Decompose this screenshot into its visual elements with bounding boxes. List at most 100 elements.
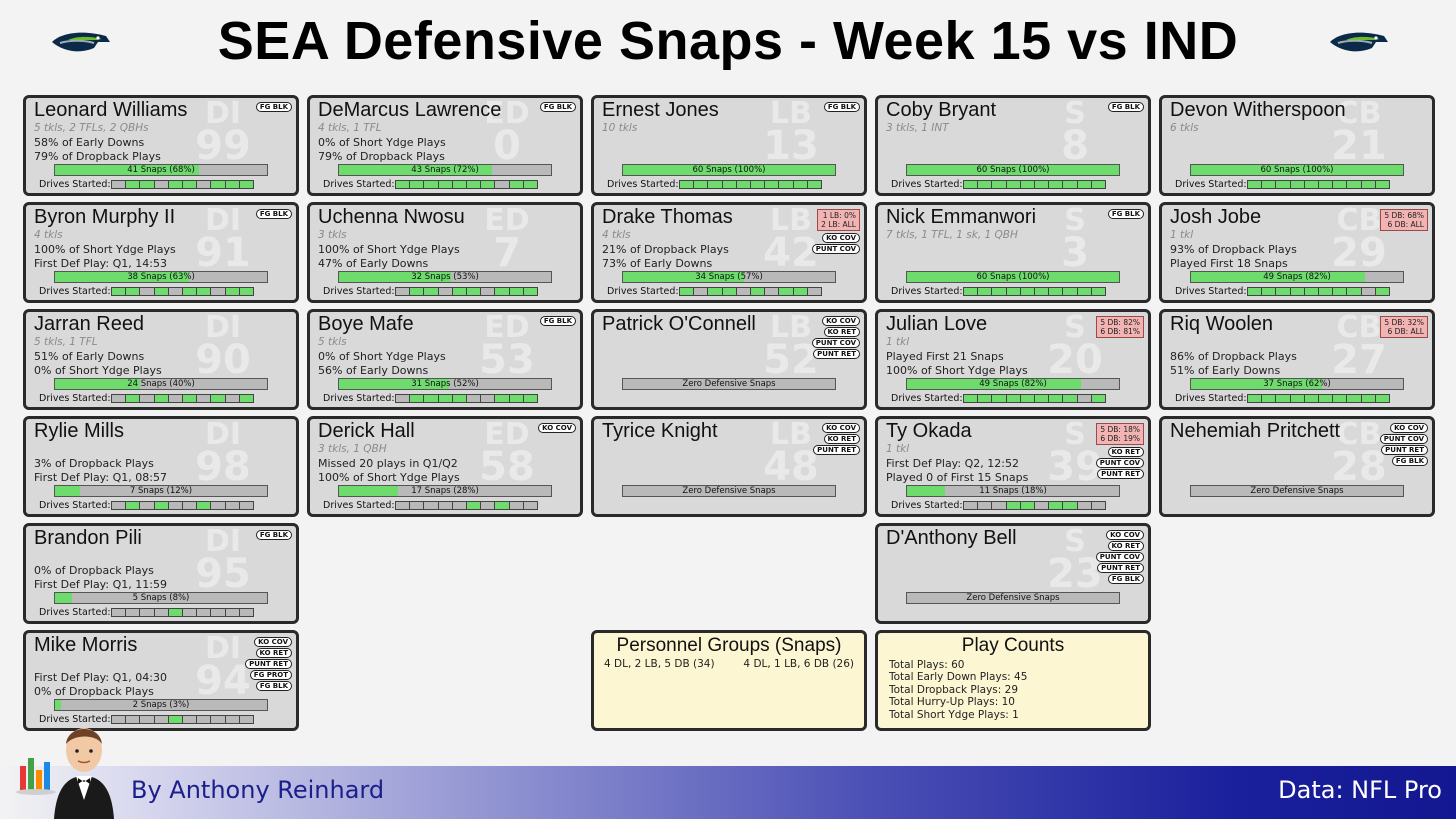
drive-segment [112, 716, 127, 723]
snap-count-label: 38 Snaps (63%) [127, 272, 195, 282]
drive-segment [211, 502, 226, 509]
drive-segment [793, 181, 808, 188]
jersey-number-watermark: 20 [1047, 336, 1103, 383]
snap-count-label: 2 Snaps (3%) [132, 700, 190, 710]
drive-segment [694, 181, 709, 188]
personnel-share-line: 2 LB: ALL [821, 220, 856, 229]
drive-segment [1347, 181, 1362, 188]
player-card: S 39 Ty Okada 1 tkl First Def Play: Q2, 12:5… [875, 416, 1151, 517]
position-watermark: CB [1336, 96, 1382, 131]
drive-segment [140, 395, 155, 402]
drives-started-label: Drives Started: [891, 393, 963, 404]
special-teams-tag: PUNT RET [1097, 469, 1144, 479]
personnel-share-line: 5 DB: 82% [1100, 318, 1140, 327]
player-card: S 8 Coby Bryant 3 tkls, 1 INT 60 Snaps (100%… [875, 95, 1151, 196]
drive-segment [992, 395, 1007, 402]
snap-share-bar: 34 Snaps (57%) [622, 271, 836, 283]
drive-segment [1262, 288, 1277, 295]
drive-segment [410, 395, 425, 402]
role-badges: 5 DB: 18% 6 DB: 19% KO RET PUNT COV PUNT RET [1090, 423, 1144, 480]
player-note: 0% of Dropback Plays [34, 685, 154, 698]
role-badges: FG BLK [1090, 102, 1144, 113]
drives-started-strip [395, 501, 538, 510]
snap-count-label: 32 Snaps (53%) [411, 272, 479, 282]
special-teams-tag: KO COV [254, 637, 292, 647]
player-note: 51% of Early Downs [34, 350, 145, 363]
drives-started-strip [679, 287, 822, 296]
drives-started-label: Drives Started: [323, 286, 395, 297]
jersey-watermark: DI 90 [188, 313, 258, 380]
snap-share-bar: 60 Snaps (100%) [906, 164, 1120, 176]
personnel-share-line: 5 DB: 68% [1384, 211, 1424, 220]
special-teams-tag: PUNT COV [1095, 458, 1144, 468]
drive-segment [1077, 502, 1092, 509]
drive-segment [154, 716, 169, 723]
jersey-watermark: DI 99 [188, 99, 258, 166]
drive-segment [1304, 395, 1320, 402]
special-teams-tag: FG BLK [1107, 574, 1144, 584]
drives-started-label: Drives Started: [39, 607, 111, 618]
role-badges: FG BLK [238, 102, 292, 113]
special-teams-tag: KO RET [823, 327, 860, 337]
player-note: Played 0 of First 15 Snaps [886, 471, 1029, 484]
drive-segment [523, 502, 538, 509]
drive-segment [1361, 288, 1376, 295]
snap-count-label: 34 Snaps (57%) [695, 272, 763, 282]
drive-segment [1020, 181, 1036, 188]
drive-segment [239, 395, 254, 402]
snap-share-bar: 32 Snaps (53%) [338, 271, 552, 283]
player-note: 93% of Dropback Plays [1170, 243, 1297, 256]
drive-segment [1248, 181, 1263, 188]
drive-segment [1035, 502, 1050, 509]
snap-share-fill [55, 700, 62, 710]
special-teams-tag: FG BLK [255, 102, 292, 112]
drive-segment [1319, 288, 1334, 295]
drive-segment [1091, 502, 1106, 509]
position-watermark: DI [204, 417, 242, 452]
jersey-number-watermark: 52 [763, 336, 819, 383]
drives-started-label: Drives Started: [39, 286, 111, 297]
special-teams-tag: FG BLK [823, 102, 860, 112]
drive-segment [1248, 288, 1263, 295]
drive-segment [126, 502, 141, 509]
snap-share-bar: 41 Snaps (68%) [54, 164, 268, 176]
personnel-title: Personnel Groups (Snaps) [616, 635, 842, 656]
snap-share-fill [1191, 165, 1403, 175]
drive-segment [1347, 288, 1362, 295]
play-counts-list: Total Plays: 60 Total Early Down Plays: … [889, 659, 1027, 721]
jersey-number-watermark: 94 [195, 657, 251, 704]
drive-segment [992, 502, 1007, 509]
drive-segment [154, 395, 169, 402]
player-name: D'Anthony Bell [886, 527, 1017, 549]
player-note: Played First 18 Snaps [1170, 257, 1288, 270]
drive-segment [481, 502, 496, 509]
drives-started-strip [111, 180, 254, 189]
drives-started-strip [111, 394, 254, 403]
jersey-watermark: DI 94 [188, 634, 258, 704]
position-watermark: S [1064, 310, 1086, 345]
jersey-number-watermark: 21 [1331, 122, 1387, 169]
drive-segment [424, 288, 439, 295]
drive-segment [239, 288, 254, 295]
jersey-watermark: ED 0 [472, 99, 542, 166]
drive-segment [168, 395, 184, 402]
drive-segment [523, 181, 538, 188]
drive-segment [112, 288, 127, 295]
play-count-line: Total Early Down Plays: 45 [889, 671, 1028, 684]
personnel-group: 4 DL, 2 LB, 5 DB (34) [604, 658, 715, 670]
position-watermark: S [1064, 524, 1086, 559]
byline: By Anthony Reinhard [131, 776, 385, 804]
drive-segment [1049, 395, 1064, 402]
drive-segment [1333, 288, 1348, 295]
drive-segment [1290, 288, 1305, 295]
drive-segment [495, 181, 510, 188]
player-card: S 23 D'Anthony Bell Zero Defensive Snaps KO … [875, 523, 1151, 624]
player-name: Riq Woolen [1170, 313, 1274, 335]
drive-segment [1333, 181, 1348, 188]
drive-segment [481, 288, 496, 295]
drive-segment [509, 181, 524, 188]
player-card: DI 91 Byron Murphy II 4 tkls 100% of Short Y… [23, 202, 299, 303]
player-stats: 1 tkl [1170, 229, 1194, 241]
snap-share-bar: 17 Snaps (28%) [338, 485, 552, 497]
play-count-line: Total Plays: 60 [889, 659, 965, 671]
